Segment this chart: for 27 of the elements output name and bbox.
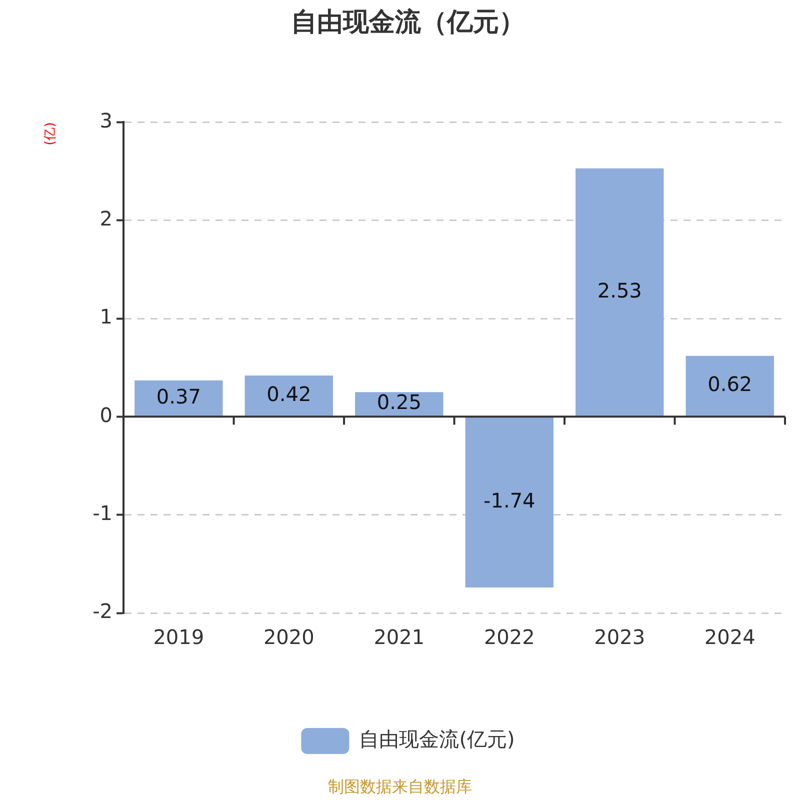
x-tick-label: 2019 (153, 625, 204, 650)
y-tick-label: -1 (92, 501, 113, 526)
data-label: 0.42 (266, 382, 312, 406)
data-label: 0.62 (708, 372, 752, 396)
x-tick-label: 2022 (484, 625, 535, 650)
bar (465, 417, 554, 588)
bar (686, 356, 774, 416)
x-tick-label: 2023 (594, 625, 646, 650)
bar (134, 380, 223, 416)
chart-title: 自由现金流（亿元） (291, 7, 525, 38)
bar (244, 375, 334, 416)
y-tick-label: 2 (100, 206, 113, 231)
data-label: 0.25 (376, 390, 422, 414)
legend-label: 自由现金流(亿元) (359, 727, 515, 752)
y-tick-label: 0 (100, 402, 113, 427)
y-axis-title: (亿) (43, 122, 58, 146)
bar (576, 168, 664, 416)
text: 制图数据来自数据库 (328, 777, 472, 796)
data-label: -1.74 (484, 488, 536, 513)
y-tick-label: 3 (100, 108, 113, 132)
x-tick-label: 2020 (263, 625, 314, 650)
x-tick-label: 2024 (704, 625, 756, 650)
data-label: 0.37 (156, 384, 201, 408)
y-tick-label: 1 (100, 304, 113, 329)
y-tick-label: -2 (92, 599, 113, 624)
data-label: 2.53 (597, 278, 642, 302)
x-tick-label: 2021 (374, 625, 425, 650)
